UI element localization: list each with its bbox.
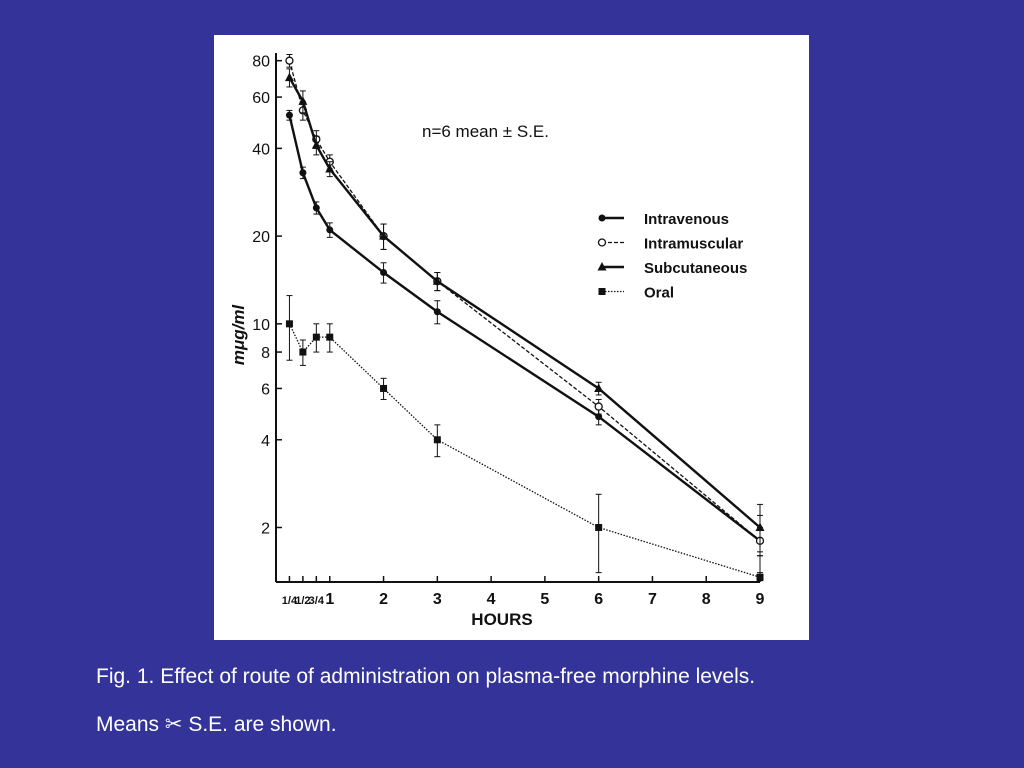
x-tick-label: 9	[756, 591, 765, 608]
oral-point	[326, 333, 334, 341]
y-axis-label: mμg/ml	[229, 304, 248, 366]
intravenous-point	[598, 214, 606, 222]
y-tick-label: 60	[252, 90, 270, 107]
intravenous-point	[312, 204, 320, 212]
oral-point	[312, 333, 320, 341]
oral-point	[756, 573, 764, 581]
legend-item-intravenous: Intravenous	[598, 211, 729, 228]
x-tick-label: 3	[433, 591, 442, 608]
subcutaneous-point	[597, 262, 607, 271]
legend: Intravenous Intramuscular Subcutaneous Oral	[597, 211, 747, 302]
subcutaneous-point	[311, 140, 321, 149]
series-oral	[285, 295, 764, 582]
caption-se-text: S.E. are shown.	[188, 713, 337, 736]
figure-panel: 2 4 6 8 10 20 40 60 80 1/4 1/2 3/4 1 2 3 4 5 6 7 8 9 n=6 mea…	[214, 35, 809, 640]
x-tick-label: 6	[594, 591, 603, 608]
intravenous-point	[326, 226, 334, 234]
x-tick-label: 1/4	[282, 595, 298, 607]
oral-line	[288, 323, 761, 578]
intramuscular-line	[288, 60, 761, 542]
oral-point	[598, 288, 606, 295]
intravenous-line	[288, 114, 761, 542]
x-tick-label: 7	[648, 591, 657, 608]
scissors-icon: ✂	[164, 713, 183, 736]
subcutaneous-point	[284, 72, 294, 82]
x-tick-label: 1	[325, 591, 334, 608]
oral-point	[433, 436, 441, 444]
intramuscular-point	[597, 238, 607, 247]
subcutaneous-point	[325, 163, 335, 173]
caption-line-1: Fig. 1. Effect of route of administratio…	[96, 665, 756, 688]
x-axis-label: HOURS	[471, 610, 532, 629]
y-tick-label: 2	[261, 520, 270, 537]
x-tick-label: 8	[702, 591, 711, 608]
intravenous-point	[380, 269, 388, 277]
legend-label: Intramuscular	[644, 236, 743, 253]
oral-point	[285, 320, 293, 328]
legend-label: Intravenous	[644, 211, 729, 228]
intravenous-point	[285, 111, 293, 119]
subcutaneous-point	[755, 522, 765, 531]
series-subcutaneous	[284, 68, 765, 557]
oral-point	[595, 523, 603, 531]
y-tick-label: 8	[261, 345, 270, 362]
intravenous-point	[433, 308, 441, 316]
legend-item-subcutaneous: Subcutaneous	[597, 260, 747, 277]
legend-label: Oral	[644, 285, 674, 302]
oral-point	[299, 348, 307, 356]
subcutaneous-point	[432, 276, 442, 285]
axes	[275, 53, 760, 583]
intramuscular-point	[285, 56, 294, 65]
subcutaneous-line	[288, 76, 761, 529]
intravenous-point	[595, 413, 603, 421]
legend-item-intramuscular: Intramuscular	[597, 236, 743, 253]
subcutaneous-point	[594, 383, 604, 392]
y-tick-label: 80	[252, 54, 270, 71]
y-tick-label: 6	[261, 381, 270, 398]
oral-point	[380, 384, 388, 392]
series-layer	[284, 53, 765, 582]
x-tick-label: 2	[379, 591, 388, 608]
y-tick-label: 40	[252, 141, 270, 158]
caption-line-2: Means ✂ S.E. are shown.	[96, 712, 337, 737]
legend-item-oral: Oral	[598, 285, 674, 302]
intramuscular-point	[594, 402, 603, 411]
y-tick-label: 20	[252, 229, 270, 246]
chart-annotation: n=6 mean ± S.E.	[422, 122, 549, 141]
y-tick-label: 10	[252, 317, 270, 334]
x-tick-label: 1/2	[295, 595, 310, 607]
legend-label: Subcutaneous	[644, 260, 747, 277]
x-tick-label: 3/4	[309, 595, 325, 607]
series-intravenous	[285, 109, 764, 557]
chart: 2 4 6 8 10 20 40 60 80 1/41/23/4 1 2 3 4 5 6 7 8 9 n=6 mea…	[229, 53, 765, 629]
x-tick-label: 5	[540, 591, 549, 608]
y-tick-label: 4	[261, 433, 270, 450]
axis-ticks: 2 4 6 8 10 20 40 60 80 1/41/23/4 1 2 3 4 5 6 7 8 9	[252, 54, 764, 608]
subcutaneous-point	[379, 231, 389, 240]
caption-means-text: Means	[96, 713, 160, 736]
intravenous-point	[299, 169, 307, 177]
x-tick-label: 4	[487, 591, 496, 608]
subcutaneous-point	[298, 96, 308, 105]
